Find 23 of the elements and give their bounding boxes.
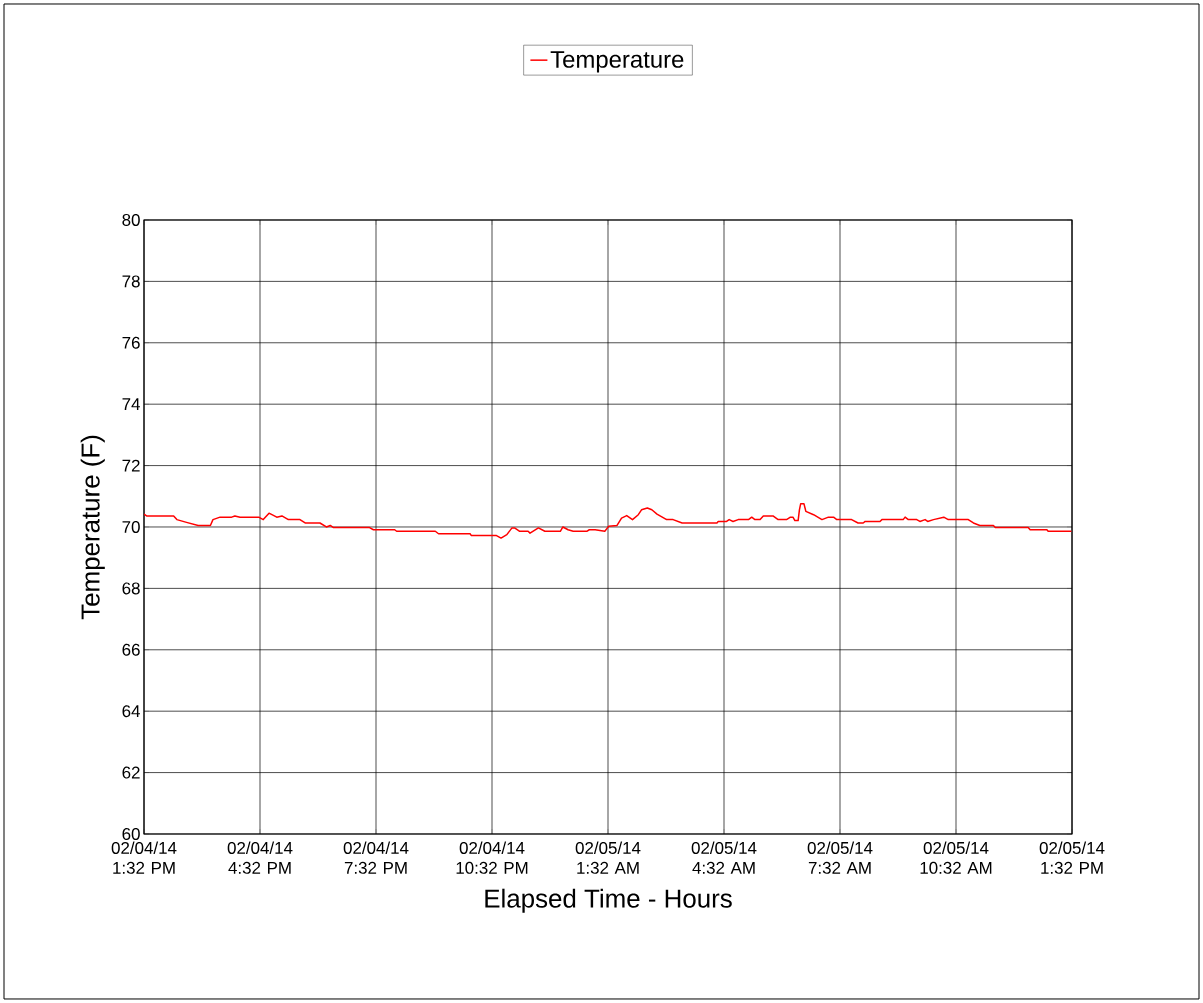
- y-tick-label: 70: [122, 520, 140, 533]
- y-tick-label: 80: [122, 213, 140, 226]
- legend-label: Temperature: [550, 51, 684, 73]
- x-tick-label: 02/04/14 4:32 PM: [227, 841, 293, 874]
- x-axis-title: Elapsed Time - Hours: [485, 888, 732, 913]
- y-axis-title: Temperature (F): [80, 435, 105, 620]
- x-tick-label: 02/05/14 1:32 PM: [1039, 841, 1105, 874]
- y-tick-label: 62: [122, 766, 140, 779]
- x-tick-label: 02/04/14 10:32 PM: [456, 841, 528, 874]
- y-tick-label: 78: [122, 275, 140, 288]
- y-tick-label: 74: [122, 398, 140, 411]
- y-tick-label: 72: [122, 459, 140, 472]
- x-tick-label: 02/04/14 7:32 PM: [343, 841, 409, 874]
- x-tick-label: 02/05/14 7:32 AM: [807, 841, 873, 874]
- x-tick-label: 02/04/14 1:32 PM: [111, 841, 177, 874]
- x-tick-label: 02/05/14 4:32 AM: [691, 841, 757, 874]
- y-tick-label: 66: [122, 643, 140, 656]
- y-tick-label: 68: [122, 582, 140, 595]
- y-tick-label: 76: [122, 336, 140, 349]
- x-tick-label: 02/05/14 1:32 AM: [575, 841, 641, 874]
- y-tick-label: 64: [122, 705, 140, 718]
- y-tick-label: 60: [122, 827, 140, 840]
- x-tick-label: 02/05/14 10:32 AM: [920, 841, 992, 874]
